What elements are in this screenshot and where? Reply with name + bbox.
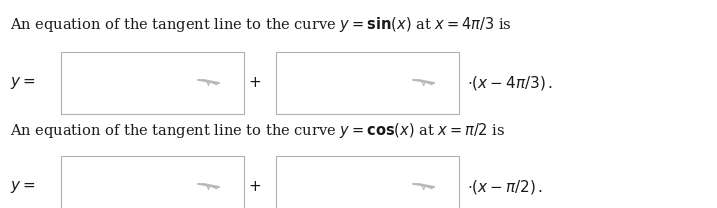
- Text: $y = $: $y = $: [10, 75, 36, 91]
- Text: $+$: $+$: [248, 76, 261, 90]
- Text: An equation of the tangent line to the curve $y = \mathbf{sin}(x)$ at $x = 4\pi/: An equation of the tangent line to the c…: [10, 15, 512, 33]
- Text: $\cdot(x - 4\pi/3)\,.$: $\cdot(x - 4\pi/3)\,.$: [467, 74, 554, 92]
- Text: $y = $: $y = $: [10, 179, 36, 195]
- Bar: [276, 52, 459, 114]
- Text: $\cdot(x - \pi/2)\,.$: $\cdot(x - \pi/2)\,.$: [467, 178, 543, 196]
- Text: $+$: $+$: [248, 180, 261, 194]
- Bar: [276, 156, 459, 208]
- Bar: [61, 156, 244, 208]
- Text: An equation of the tangent line to the curve $y = \mathbf{cos}(x)$ at $x = \pi/2: An equation of the tangent line to the c…: [10, 121, 505, 140]
- Bar: [61, 52, 244, 114]
